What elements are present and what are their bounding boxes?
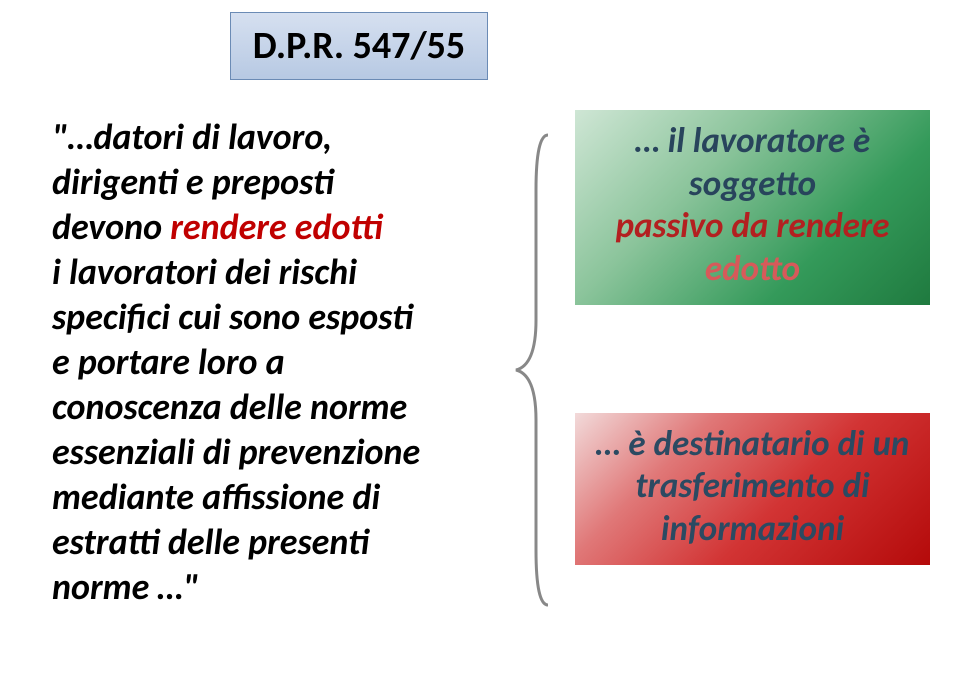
quote-line: e portare loro a xyxy=(52,340,482,385)
quote-line: dirigenti e preposti xyxy=(52,160,482,205)
quote-line: norme …" xyxy=(52,565,482,610)
quote-line: "…datori di lavoro, xyxy=(52,115,482,160)
quote-line: specifici cui sono esposti xyxy=(52,295,482,340)
quote-block: "…datori di lavoro, dirigenti e preposti… xyxy=(52,115,482,610)
quote-line: conoscenza delle norme xyxy=(52,385,482,430)
right-column: … il lavoratore è soggetto passivo da re… xyxy=(575,110,955,565)
red-box: … è destinatario di un trasferimento di … xyxy=(575,413,930,565)
red-line: informazioni xyxy=(589,508,916,551)
quote-line: i lavoratori dei rischi xyxy=(52,250,482,295)
spacer xyxy=(575,305,955,413)
title-text: D.P.R. 547/55 xyxy=(253,23,465,69)
green-box: … il lavoratore è soggetto passivo da re… xyxy=(575,110,930,305)
brace-icon xyxy=(508,130,558,610)
green-line: … il lavoratore è xyxy=(589,120,916,163)
green-line: edotto xyxy=(589,248,916,291)
quote-line: estratti delle presenti xyxy=(52,520,482,565)
title-box: D.P.R. 547/55 xyxy=(230,12,488,80)
quote-line: mediante affissione di xyxy=(52,475,482,520)
red-line: … è destinatario di un xyxy=(589,423,916,466)
green-line: soggetto xyxy=(589,163,916,206)
quote-line: devono rendere edotti xyxy=(52,205,482,250)
red-line: trasferimento di xyxy=(589,465,916,508)
quote-line: essenziali di prevenzione xyxy=(52,430,482,475)
quote-fragment: devono xyxy=(52,205,170,249)
green-line: passivo da rendere xyxy=(589,205,916,248)
quote-highlight: rendere edotti xyxy=(170,205,382,249)
